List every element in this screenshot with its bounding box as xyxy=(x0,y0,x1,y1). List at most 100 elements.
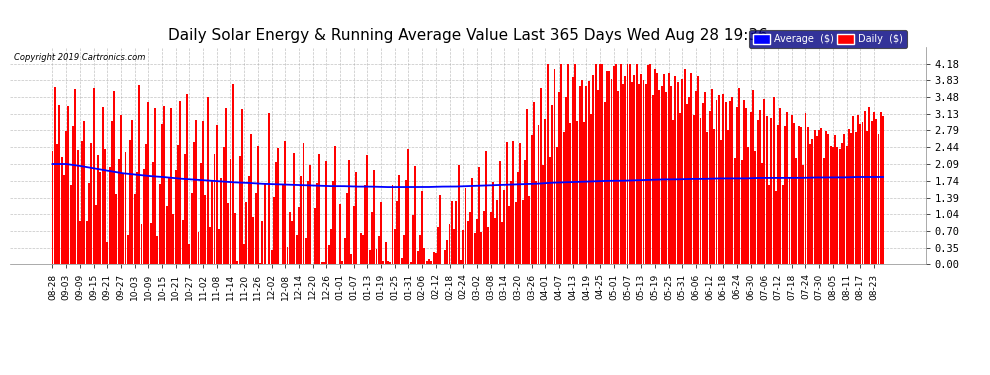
Bar xyxy=(188,244,190,264)
Bar xyxy=(531,135,533,264)
Bar xyxy=(321,262,323,264)
Bar xyxy=(597,90,599,264)
Bar xyxy=(433,252,435,264)
Bar xyxy=(536,181,538,264)
Bar xyxy=(647,65,649,264)
Bar xyxy=(480,232,482,264)
Bar xyxy=(307,181,309,264)
Bar xyxy=(129,140,131,264)
Bar xyxy=(382,261,384,264)
Bar xyxy=(193,142,195,264)
Bar xyxy=(177,145,179,264)
Bar xyxy=(291,221,293,264)
Bar xyxy=(286,248,288,264)
Bar xyxy=(843,134,845,264)
Bar xyxy=(67,106,69,264)
Bar xyxy=(627,64,629,264)
Bar xyxy=(361,235,363,264)
Bar xyxy=(854,132,856,264)
Bar xyxy=(277,148,279,264)
Bar xyxy=(60,157,62,264)
Bar xyxy=(417,251,419,264)
Bar xyxy=(181,220,183,264)
Bar xyxy=(686,104,688,264)
Bar xyxy=(403,235,405,264)
Bar xyxy=(350,254,352,264)
Bar xyxy=(707,132,708,264)
Bar xyxy=(195,120,197,264)
Bar xyxy=(870,121,872,264)
Bar xyxy=(421,191,423,264)
Bar xyxy=(830,146,832,264)
Bar xyxy=(368,250,370,264)
Bar xyxy=(342,261,344,264)
Bar xyxy=(629,64,631,264)
Bar xyxy=(487,227,489,264)
Bar xyxy=(636,64,638,264)
Bar xyxy=(134,194,136,264)
Bar xyxy=(828,134,830,264)
Bar xyxy=(533,102,535,264)
Bar xyxy=(476,219,478,264)
Bar xyxy=(163,106,165,264)
Bar xyxy=(562,132,564,264)
Bar xyxy=(880,112,882,264)
Bar xyxy=(127,235,129,264)
Bar xyxy=(754,151,756,264)
Bar xyxy=(256,146,258,264)
Bar xyxy=(622,84,624,264)
Bar xyxy=(65,131,67,264)
Bar xyxy=(786,112,788,264)
Bar xyxy=(850,134,852,264)
Bar xyxy=(775,191,777,264)
Bar xyxy=(132,120,134,264)
Bar xyxy=(125,152,127,264)
Bar xyxy=(520,143,521,264)
Bar xyxy=(254,193,256,264)
Bar xyxy=(232,84,234,264)
Bar xyxy=(825,131,827,264)
Bar xyxy=(408,148,410,264)
Bar xyxy=(161,124,163,264)
Bar xyxy=(225,108,227,264)
Bar xyxy=(798,126,800,264)
Bar xyxy=(473,233,475,264)
Bar xyxy=(373,170,375,264)
Bar xyxy=(191,193,193,264)
Bar xyxy=(613,66,615,264)
Bar xyxy=(154,108,156,264)
Bar xyxy=(69,185,71,264)
Bar xyxy=(510,182,512,264)
Bar xyxy=(237,261,239,264)
Bar xyxy=(300,176,302,264)
Bar xyxy=(585,86,587,264)
Bar xyxy=(546,64,548,264)
Bar xyxy=(543,165,545,264)
Bar xyxy=(709,111,711,264)
Bar xyxy=(651,95,653,264)
Bar xyxy=(752,90,754,264)
Bar xyxy=(149,223,151,264)
Bar xyxy=(211,181,213,264)
Bar xyxy=(845,147,847,264)
Bar xyxy=(419,235,421,264)
Bar xyxy=(747,147,749,264)
Bar xyxy=(763,99,765,264)
Bar xyxy=(106,242,108,264)
Bar xyxy=(765,116,767,264)
Bar xyxy=(415,166,416,264)
Bar xyxy=(387,261,389,264)
Bar xyxy=(538,125,540,264)
Bar xyxy=(95,205,97,264)
Bar xyxy=(590,114,592,264)
Bar xyxy=(631,82,633,264)
Bar xyxy=(560,64,562,264)
Bar xyxy=(581,80,583,264)
Bar xyxy=(730,101,732,264)
Bar xyxy=(802,165,804,264)
Bar xyxy=(496,200,498,264)
Bar xyxy=(314,208,316,264)
Bar xyxy=(63,175,65,264)
Bar xyxy=(170,108,172,264)
Bar xyxy=(273,197,275,264)
